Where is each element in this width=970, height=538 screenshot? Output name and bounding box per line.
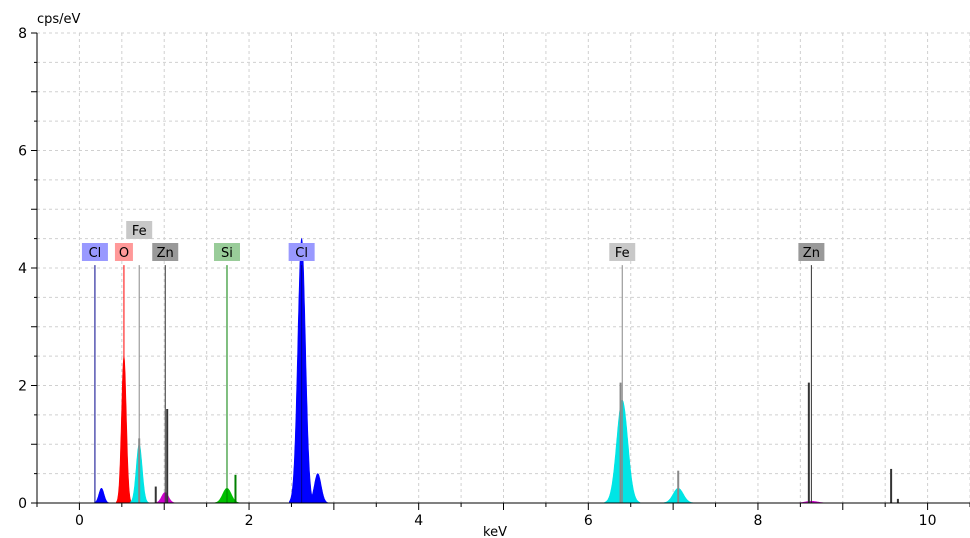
- element-label-bg: [81, 243, 108, 261]
- element-label-bg: [126, 221, 153, 239]
- element-label-o: O: [114, 243, 133, 261]
- x-tick-label: 8: [753, 513, 762, 529]
- element-label-bg: [152, 243, 179, 261]
- x-tick-label: 4: [414, 513, 423, 529]
- x-tick-label: 0: [75, 513, 84, 529]
- grid: [36, 32, 970, 503]
- element-label-text: Fe: [615, 246, 630, 261]
- element-label-text: Si: [221, 246, 233, 261]
- element-label-text: Fe: [132, 224, 147, 239]
- element-label-bg: [288, 243, 315, 261]
- element-label-text: Zn: [803, 246, 820, 261]
- x-tick-label: 2: [245, 513, 254, 529]
- x-tick-label: 6: [584, 513, 593, 529]
- element-label-cl: Cl: [288, 243, 315, 261]
- stick-lines: [122, 382, 899, 503]
- element-label-fe: Fe: [126, 221, 153, 239]
- element-label-text: Zn: [157, 246, 174, 261]
- x-tick-label: 10: [919, 513, 937, 529]
- element-label-bg: [114, 243, 133, 261]
- y-tick-label: 4: [18, 261, 27, 277]
- y-tick-label: 2: [18, 379, 27, 395]
- y-tick-label: 8: [18, 26, 27, 42]
- element-label-bg: [609, 243, 636, 261]
- element-label-text: O: [119, 246, 129, 261]
- ticks: 0 2 4 6 8 10 0 2 4 6 8: [18, 26, 970, 529]
- peak-cl: [306, 473, 329, 504]
- element-label-fe: Fe: [609, 243, 636, 261]
- y-tick-label: 0: [18, 496, 27, 512]
- x-axis-label: keV: [483, 525, 507, 538]
- element-label-cl: Cl: [81, 243, 108, 261]
- element-label-bg: [213, 243, 240, 261]
- element-label-si: Si: [213, 243, 240, 261]
- element-label-text: Cl: [89, 246, 102, 261]
- y-axis-label: cps/eV: [37, 12, 81, 27]
- element-label-bg: [798, 243, 825, 261]
- element-label-zn: Zn: [798, 243, 825, 261]
- element-label-text: Cl: [295, 246, 308, 261]
- peak-cl: [93, 487, 110, 504]
- y-tick-label: 6: [18, 144, 27, 160]
- peaks: [93, 237, 831, 504]
- element-label-zn: Zn: [152, 243, 179, 261]
